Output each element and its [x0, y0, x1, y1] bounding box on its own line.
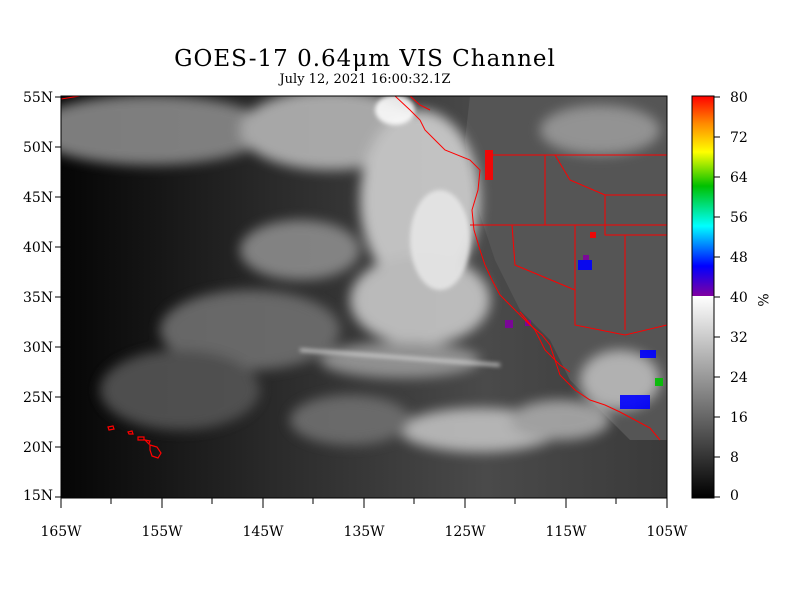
colorbar-tick-label: 32	[730, 330, 748, 346]
colorbar-unit: %	[754, 293, 770, 306]
colorbar-tick-label: 64	[730, 170, 748, 186]
colorbar-tick-label: 72	[730, 130, 748, 146]
lat-label: 55N	[23, 90, 53, 106]
axis-ticks	[55, 96, 668, 508]
lat-label: 25N	[23, 390, 53, 406]
political-borders	[61, 96, 667, 441]
colorbar-tick-label: 16	[730, 410, 748, 426]
lon-label: 105W	[646, 524, 688, 540]
lon-label: 155W	[141, 524, 183, 540]
longitude-labels: 165W 155W 145W 135W 125W 115W 105W	[40, 524, 688, 540]
colorbar-tick-label: 48	[730, 250, 748, 266]
lon-label: 145W	[242, 524, 284, 540]
lat-label: 40N	[23, 240, 53, 256]
latitude-labels: 55N 50N 45N 40N 35N 30N 25N 20N 15N	[23, 90, 53, 504]
colorbar-tick-label: 56	[730, 210, 748, 226]
colorbar-tick-label: 40	[730, 290, 748, 306]
map-title: GOES-17 0.64μm VIS Channel	[174, 46, 556, 72]
lat-label: 30N	[23, 340, 53, 356]
colorbar: 80 72 64 56 48 40 32 24 16 8 0 %	[691, 90, 770, 504]
lon-label: 125W	[444, 524, 486, 540]
lat-label: 20N	[23, 440, 53, 456]
lon-label: 165W	[40, 524, 82, 540]
colorbar-color-segment	[692, 96, 714, 296]
colorbar-tick-label: 80	[730, 90, 748, 106]
satellite-image	[61, 96, 667, 498]
lat-label: 50N	[23, 140, 53, 156]
hawaii-islands	[107, 425, 162, 459]
lon-label: 135W	[343, 524, 385, 540]
colorbar-tick-label: 0	[730, 488, 739, 504]
map-subtitle: July 12, 2021 16:00:32.1Z	[279, 72, 451, 87]
colorbar-tick-label: 8	[730, 450, 739, 466]
colorbar-gray-segment	[692, 296, 714, 498]
lat-label: 35N	[23, 290, 53, 306]
colorbar-tick-label: 24	[730, 370, 748, 386]
lon-label: 115W	[545, 524, 587, 540]
lat-label: 45N	[23, 190, 53, 206]
lat-label: 15N	[23, 488, 53, 504]
